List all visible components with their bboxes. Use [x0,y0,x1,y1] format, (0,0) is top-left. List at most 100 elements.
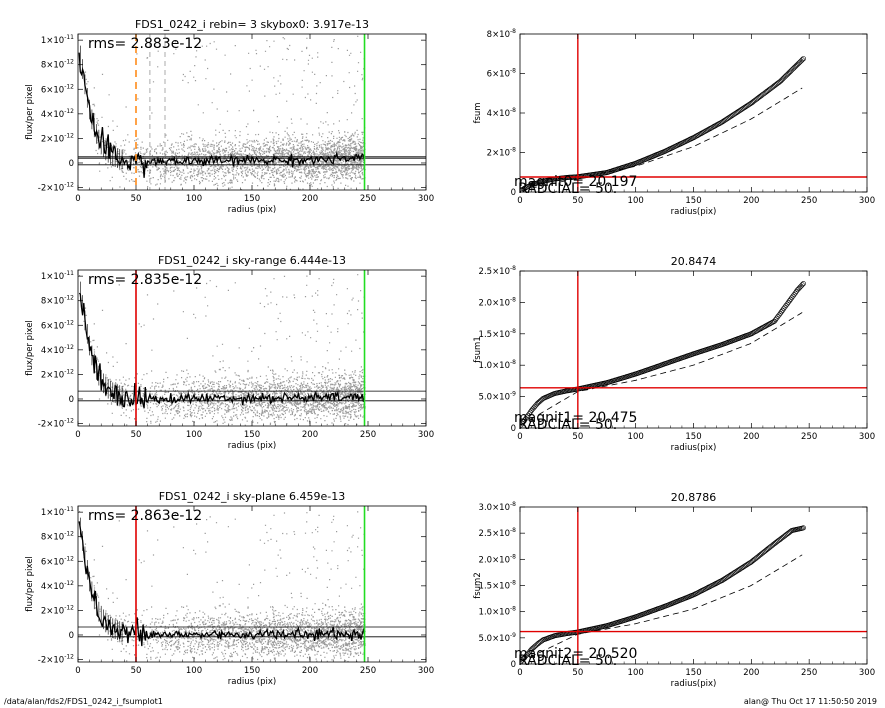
y-axis-label: flux/per pixel [25,320,35,376]
y-axis-label: fsum1 [473,336,483,363]
dashed-curve [521,87,803,191]
y-tick-label: 6×10-12 [41,83,74,95]
growth-point [791,292,797,298]
x-tick-label: 150 [685,432,701,442]
x-tick-label: 150 [244,194,260,204]
y-tick-label: 3.0×10-8 [479,501,517,513]
profile-panel-5: 0 50 100 150 200 250 300-2×10-1202×10-124×10-1… [25,490,434,687]
x-tick-label: 250 [360,666,376,676]
y-tick-label: 5.0×10-9 [479,632,517,644]
plot-title: 20.8474 [671,255,717,268]
plot-title: 20.8786 [671,491,717,504]
growth-point [525,412,531,418]
x-tick-label: 100 [186,194,202,204]
x-tick-label: 250 [360,430,376,440]
plot-area [520,507,867,664]
y-axis-label: fsum [473,102,483,123]
y-tick-label: -2×10-12 [38,182,74,194]
y-tick-label: 1×10-11 [41,270,74,282]
y-tick-label: 2×10-12 [41,368,74,380]
x-tick-label: 0 [517,432,522,442]
y-tick-label: 8×10-12 [41,531,74,543]
plot-area [520,34,867,192]
x-tick-label: 0 [517,668,522,678]
y-tick-label: 1.0×10-8 [479,359,517,371]
x-axis-label: radius(pix) [671,679,717,689]
dashed-curve [520,312,803,426]
growth-point [781,306,787,312]
radcial-label: RADCIAL= 50. [518,181,617,197]
x-tick-label: 300 [859,196,875,206]
x-tick-label: 50 [131,430,142,440]
y-tick-label: 1×10-11 [41,34,74,46]
curve-panel-4: 0 50 100 150 200 250 300 0 5.0×10-9 1.0×10-8 1.5×1… [473,255,875,453]
x-tick-label: 300 [859,668,875,678]
growth-point [742,563,748,569]
y-tick-label: 0 [69,631,74,641]
x-tick-label: 0 [517,196,522,206]
x-tick-label: 200 [302,666,318,676]
y-tick-label: 1.5×10-8 [479,580,517,592]
growth-point [522,417,528,423]
x-tick-label: 200 [302,430,318,440]
x-tick-label: 0 [75,430,80,440]
growth-point [724,574,730,580]
growth-point [773,317,779,323]
rms-annotation: rms= 2.835e-12 [88,272,202,288]
x-tick-label: 300 [418,430,434,440]
plot-frame [519,270,868,429]
x-tick-label: 200 [743,668,759,678]
plot-frame [519,33,868,193]
y-tick-label: 0 [69,395,74,405]
growth-point [784,301,790,307]
x-tick-label: 300 [418,666,434,676]
y-tick-label: 6×10-12 [41,319,74,331]
x-tick-label: 200 [743,196,759,206]
mean-profile-line [78,521,366,647]
y-axis-label: flux/per pixel [25,556,35,612]
y-axis-label: flux/per pixel [25,84,35,140]
growth-point [800,281,806,287]
x-tick-label: 50 [572,196,583,206]
y-tick-label: -2×10-12 [38,418,74,430]
growth-point [775,313,781,319]
y-tick-label: 2.0×10-8 [479,553,517,565]
x-tick-label: 100 [628,668,644,678]
growth-point [724,116,730,122]
x-axis-label: radius(pix) [671,207,717,217]
x-tick-label: 300 [859,432,875,442]
plot-area [78,34,426,190]
y-tick-label: 2.5×10-8 [479,527,517,539]
growth-point [780,307,786,313]
mean-profile-line [78,52,366,178]
y-tick-label: 8×10-12 [41,295,74,307]
radcial-label: RADCIAL= 50. [518,653,617,669]
y-tick-label: 6×10-12 [41,555,74,567]
x-tick-label: 100 [186,430,202,440]
y-tick-label: 2.5×10-8 [479,265,517,277]
plot-title: FDS1_0242_i rebin= 3 skybox0: 3.917e-13 [135,18,369,31]
plot-title: FDS1_0242_i sky-range 6.444e-13 [158,254,346,267]
y-tick-label: 2×10-12 [41,132,74,144]
plot-area [78,506,426,662]
y-tick-label: 4×10-12 [41,108,74,120]
x-tick-label: 100 [186,666,202,676]
y-tick-label: 6×10-8 [487,68,517,80]
growth-point [792,290,798,296]
x-tick-label: 100 [628,432,644,442]
growth-point [732,569,738,575]
growth-point [788,296,794,302]
x-tick-label: 0 [75,666,80,676]
y-tick-label: 0 [69,159,74,169]
growth-point [532,403,538,409]
radcial-label: RADCIAL= 50. [518,417,617,433]
dashed-curve [521,554,803,662]
y-tick-label: -2×10-12 [38,654,74,666]
x-tick-label: 150 [685,196,701,206]
x-tick-label: 50 [131,666,142,676]
growth-point [799,282,805,288]
rms-annotation: rms= 2.863e-12 [88,508,202,524]
x-tick-label: 50 [572,432,583,442]
y-axis-label: fsum2 [473,572,483,599]
y-tick-label: 5.0×10-9 [479,391,517,403]
